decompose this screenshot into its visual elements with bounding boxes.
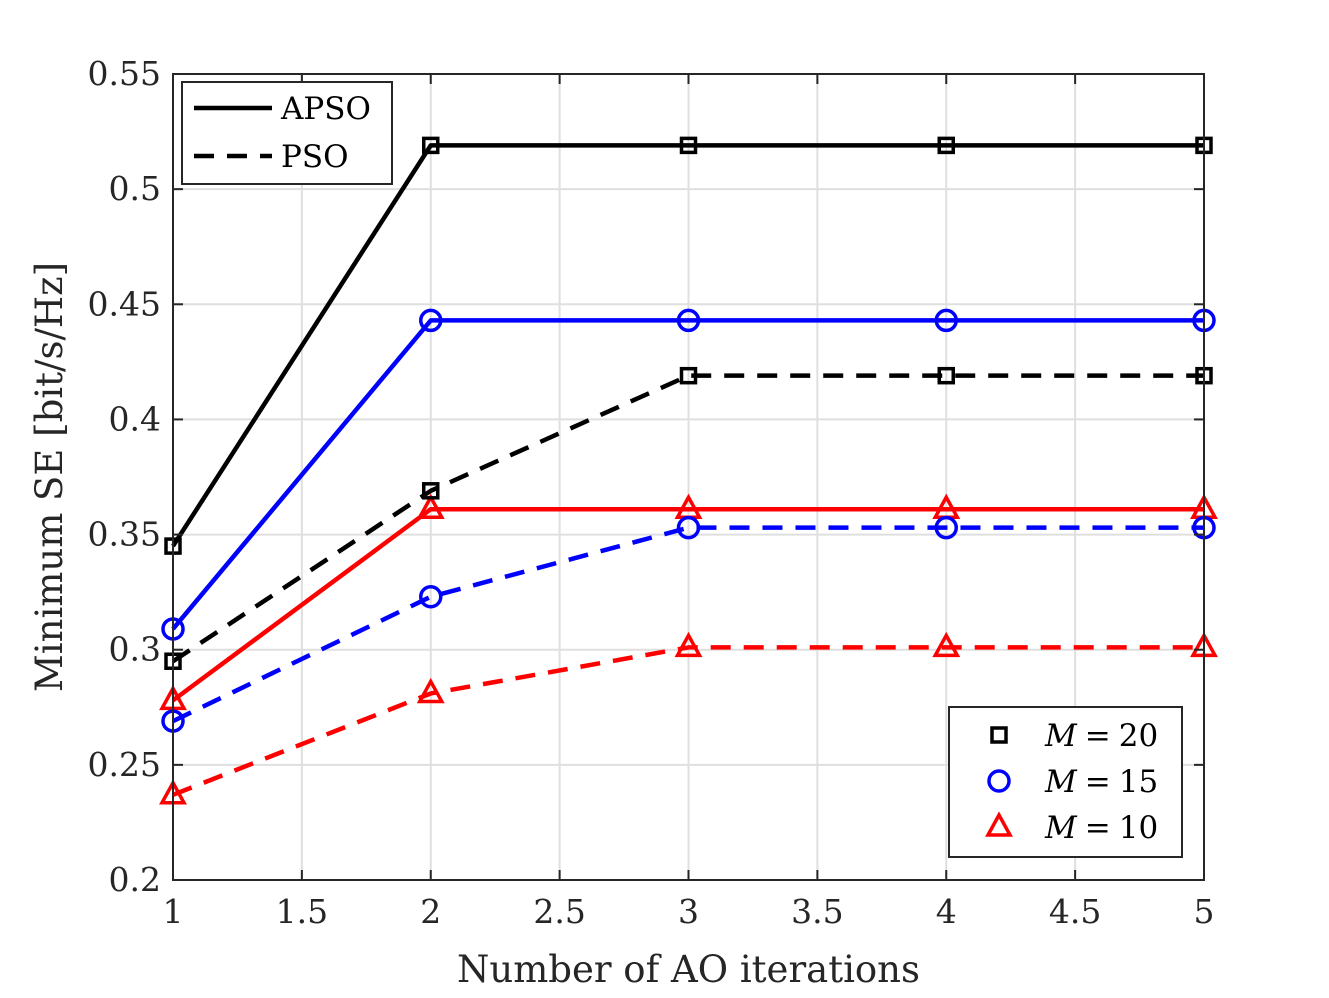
y-tick-label: 0.45: [88, 284, 161, 323]
series-pso-m20: [164, 366, 1213, 670]
legend-methods: APSO PSO: [181, 81, 393, 185]
data-point-square: [422, 482, 440, 500]
y-tick-label: 0.55: [88, 54, 161, 93]
data-point-square: [422, 136, 440, 155]
legend-label-pso: PSO: [281, 139, 349, 175]
x-tick-label: 5: [1194, 892, 1215, 931]
y-tick-label: 0.35: [88, 515, 161, 554]
legend-marker-triangle: [985, 811, 1013, 837]
data-point-circle: [676, 308, 701, 333]
legend-label-m10: M = 10: [1044, 810, 1158, 846]
x-tick-label: 1.5: [276, 892, 328, 931]
y-tick-label: 0.25: [88, 745, 161, 784]
data-point-triangle: [932, 631, 961, 658]
legend-marker-square: [990, 726, 1008, 744]
y-tick-label: 0.3: [109, 630, 161, 669]
data-point-square: [937, 366, 955, 385]
series-line: [171, 506, 1204, 703]
data-point-triangle: [416, 493, 445, 519]
series-line: [172, 525, 1204, 724]
legend-label-m15: M = 15: [1044, 764, 1158, 800]
series-line: [171, 318, 1204, 631]
data-point-square: [937, 136, 955, 155]
series-layer: [159, 136, 1218, 805]
data-point-circle: [676, 515, 701, 540]
legend-marker-circle: [987, 769, 1011, 793]
data-point-circle: [934, 308, 958, 333]
data-point-circle: [419, 584, 443, 609]
series-line: [172, 645, 1204, 797]
legend-label-apso: APSO: [280, 91, 371, 127]
x-tick-label: 2.5: [533, 892, 585, 931]
data-point-triangle: [416, 677, 445, 704]
x-tick-label: 2: [420, 892, 441, 931]
data-point-square: [679, 366, 698, 385]
legend-markers: M = 20 M = 15 M = 10: [948, 706, 1183, 858]
x-tick-label: 3.5: [791, 892, 843, 931]
x-tick-label: 4.5: [1049, 892, 1101, 931]
y-tick-label: 0.2: [109, 860, 161, 899]
data-point-circle: [419, 308, 443, 333]
legend-box: [181, 81, 393, 185]
series-line: [171, 143, 1204, 548]
y-axis-label: Minimum SE [bit/s/Hz]: [28, 262, 71, 692]
x-axis-label: Number of AO iterations: [457, 948, 920, 991]
y-tick-label: 0.4: [109, 399, 161, 438]
series-pso-m10: [159, 631, 1218, 805]
x-tick-label: 3: [678, 892, 699, 931]
data-point-triangle: [674, 631, 703, 658]
data-point-square: [679, 136, 698, 155]
data-point-circle: [934, 515, 958, 540]
legend-label-m20: M = 20: [1044, 718, 1158, 754]
series-line: [171, 373, 1204, 664]
ticks: 1 1.5 2 2.5 3 3.5 4 4.5 5 0.2 0.25 0.3 0.35 0.4 0.45 0.…: [88, 54, 1215, 931]
x-tick-label: 4: [936, 892, 957, 931]
x-tick-label: 1: [163, 892, 184, 931]
y-tick-label: 0.5: [109, 169, 161, 208]
